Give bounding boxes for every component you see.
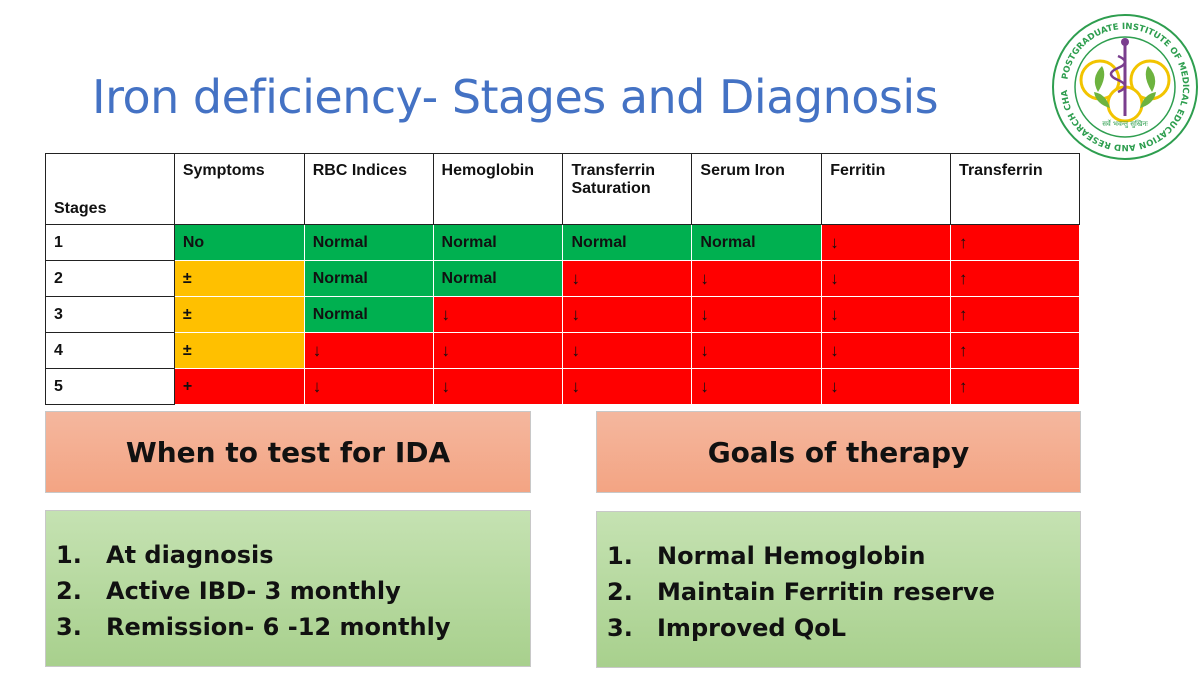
list-item-text: Active IBD- 3 monthly [106,577,401,605]
table-row: 2 ± Normal Normal ↓ ↓ ↓ ↑ [45,260,1080,297]
column-header: RBC Indices [303,153,434,225]
stage-number-cell: 1 [45,224,175,261]
table-cell: ↓ [432,296,564,333]
column-header: Symptoms [173,153,305,225]
column-header: Ferritin [821,153,952,225]
table-cell: ↓ [821,224,952,261]
table-cell: Normal [303,296,434,333]
table-row: 4 ± ↓ ↓ ↓ ↓ ↓ ↑ [45,332,1080,369]
table-cell: ↓ [691,260,823,297]
table-row: 5 + ↓ ↓ ↓ ↓ ↓ ↑ [45,368,1080,405]
list-item: 3. Improved QoL [597,610,1080,646]
column-header: Stages [45,153,175,225]
table-cell: Normal [432,224,564,261]
table-row: 3 ± Normal ↓ ↓ ↓ ↓ ↑ [45,296,1080,333]
list-item-text: Normal Hemoglobin [657,542,926,570]
slide-title: Iron deficiency- Stages and Diagnosis [92,70,939,124]
table-cell: ↓ [562,332,693,369]
table-cell: Normal [691,224,823,261]
column-header: Transferrin Saturation [562,153,693,225]
list-item-number: 1. [607,542,633,570]
list-item-text: Maintain Ferritin reserve [657,578,995,606]
goals-list: 1. Normal Hemoglobin 2. Maintain Ferritin r… [596,511,1081,668]
table-cell: Normal [432,260,564,297]
table-cell: ± [173,260,305,297]
table-cell: ↓ [821,368,952,405]
table-cell: No [173,224,305,261]
table-cell: Normal [562,224,693,261]
list-item-number: 3. [56,613,82,641]
table-cell: ↑ [950,332,1080,369]
table-cell: ↓ [562,368,693,405]
table-cell: ↓ [821,260,952,297]
list-item-text: Remission- 6 -12 monthly [106,613,451,641]
table-cell: Normal [303,260,434,297]
table-cell: ↓ [691,368,823,405]
table-cell: ± [173,332,305,369]
table-cell: ↓ [691,332,823,369]
list-item: 2. Active IBD- 3 monthly [46,573,530,609]
table-cell: ↓ [562,296,693,333]
when-to-test-header: When to test for IDA [45,411,531,493]
logo-motto: सर्वे भवन्तु सुखिनः [1102,119,1148,128]
table-cell: Normal [303,224,434,261]
list-item: 1. Normal Hemoglobin [597,538,1080,574]
column-header: Serum Iron [691,153,823,225]
table-cell: ↓ [821,296,952,333]
table-cell: ± [173,296,305,333]
when-to-test-heading: When to test for IDA [125,435,451,469]
table-cell: ↑ [950,296,1080,333]
column-header: Hemoglobin [432,153,564,225]
when-to-test-list: 1. At diagnosis 2. Active IBD- 3 monthly 3. R… [45,510,531,667]
stage-number-cell: 4 [45,332,175,369]
list-item-number: 1. [56,541,82,569]
table-header-row: Stages Symptoms RBC Indices Hemoglobin Trans… [45,153,1080,225]
table-cell: ↓ [821,332,952,369]
stage-number-cell: 2 [45,260,175,297]
list-item: 2. Maintain Ferritin reserve [597,574,1080,610]
list-item-text: Improved QoL [657,614,847,642]
table-cell: + [173,368,305,405]
table-cell: ↓ [432,332,564,369]
list-item: 1. At diagnosis [46,537,530,573]
stages-table: Stages Symptoms RBC Indices Hemoglobin Trans… [45,153,1080,405]
table-cell: ↓ [303,368,434,405]
table-cell: ↓ [432,368,564,405]
table-row: 1 No Normal Normal Normal Normal ↓ ↑ [45,224,1080,261]
list-item-number: 2. [56,577,82,605]
stage-number-cell: 5 [45,368,175,405]
column-header: Transferrin [950,153,1080,225]
table-cell: ↑ [950,260,1080,297]
list-item-number: 3. [607,614,633,642]
table-cell: ↓ [691,296,823,333]
list-item-text: At diagnosis [106,541,274,569]
list-item-number: 2. [607,578,633,606]
table-cell: ↓ [562,260,693,297]
stage-number-cell: 3 [45,296,175,333]
table-cell: ↓ [303,332,434,369]
goals-header: Goals of therapy [596,411,1081,493]
list-item: 3. Remission- 6 -12 monthly [46,609,530,645]
institute-logo: POSTGRADUATE INSTITUTE OF MEDICAL EDUCAT… [1050,12,1198,160]
table-cell: ↑ [950,224,1080,261]
goals-heading: Goals of therapy [707,435,970,469]
table-cell: ↑ [950,368,1080,405]
